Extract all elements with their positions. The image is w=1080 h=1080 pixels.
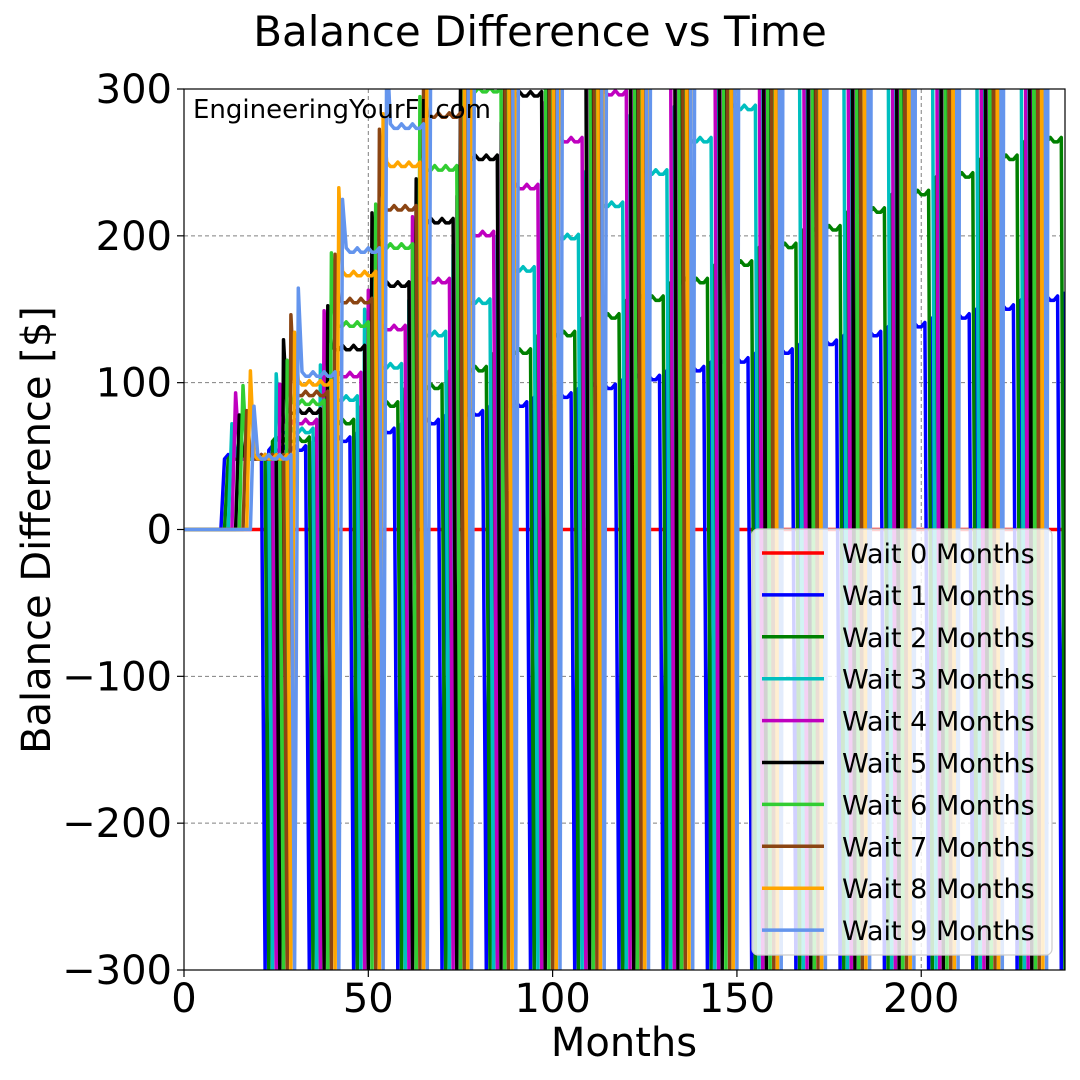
legend-label-wait-6: Wait 6 Months [842,790,1035,821]
legend-box [751,528,1053,956]
series-line-wait-6 [184,89,1039,970]
x-tick-label-4: 200 [883,976,959,1022]
x-tick-label-1: 50 [343,976,394,1022]
series-lines [184,89,1065,970]
y-tick-label-2: −100 [62,654,172,700]
y-tick-label-6: 300 [96,67,172,113]
watermark-text: EngineeringYourFI.com [193,95,491,125]
y-axis-label: Balance Difference [$] [14,306,60,754]
legend-label-wait-8: Wait 8 Months [842,874,1035,905]
legend-label-wait-0: Wait 0 Months [842,539,1035,570]
legend-label-wait-1: Wait 1 Months [842,581,1035,612]
series-line-wait-8 [184,89,1046,970]
y-axis-ticks: −300 −200 −100 0 100 200 300 [62,67,184,994]
y-tick-label-3: 0 [147,508,172,554]
x-axis-ticks: 0 50 100 150 200 [171,970,959,1022]
legend-label-wait-4: Wait 4 Months [842,707,1035,738]
x-axis-label: Months [551,1020,697,1066]
legend-label-wait-7: Wait 7 Months [842,832,1035,863]
y-tick-label-5: 200 [96,214,172,260]
chart-title: Balance Difference vs Time [253,7,827,56]
legend-label-wait-2: Wait 2 Months [842,623,1035,654]
legend: Wait 0 Months Wait 1 Months Wait 2 Months W… [751,528,1053,956]
series-line-wait-9 [184,89,1050,970]
x-tick-label-2: 100 [514,976,590,1022]
legend-label-wait-3: Wait 3 Months [842,665,1035,696]
x-tick-label-3: 150 [699,976,775,1022]
legend-label-wait-9: Wait 9 Months [842,916,1035,947]
y-tick-label-0: −300 [62,948,172,994]
series-line-wait-7 [184,89,1043,970]
x-tick-label-0: 0 [171,976,196,1022]
y-tick-label-4: 100 [96,361,172,407]
legend-label-wait-5: Wait 5 Months [842,749,1035,780]
y-tick-label-1: −200 [62,801,172,847]
